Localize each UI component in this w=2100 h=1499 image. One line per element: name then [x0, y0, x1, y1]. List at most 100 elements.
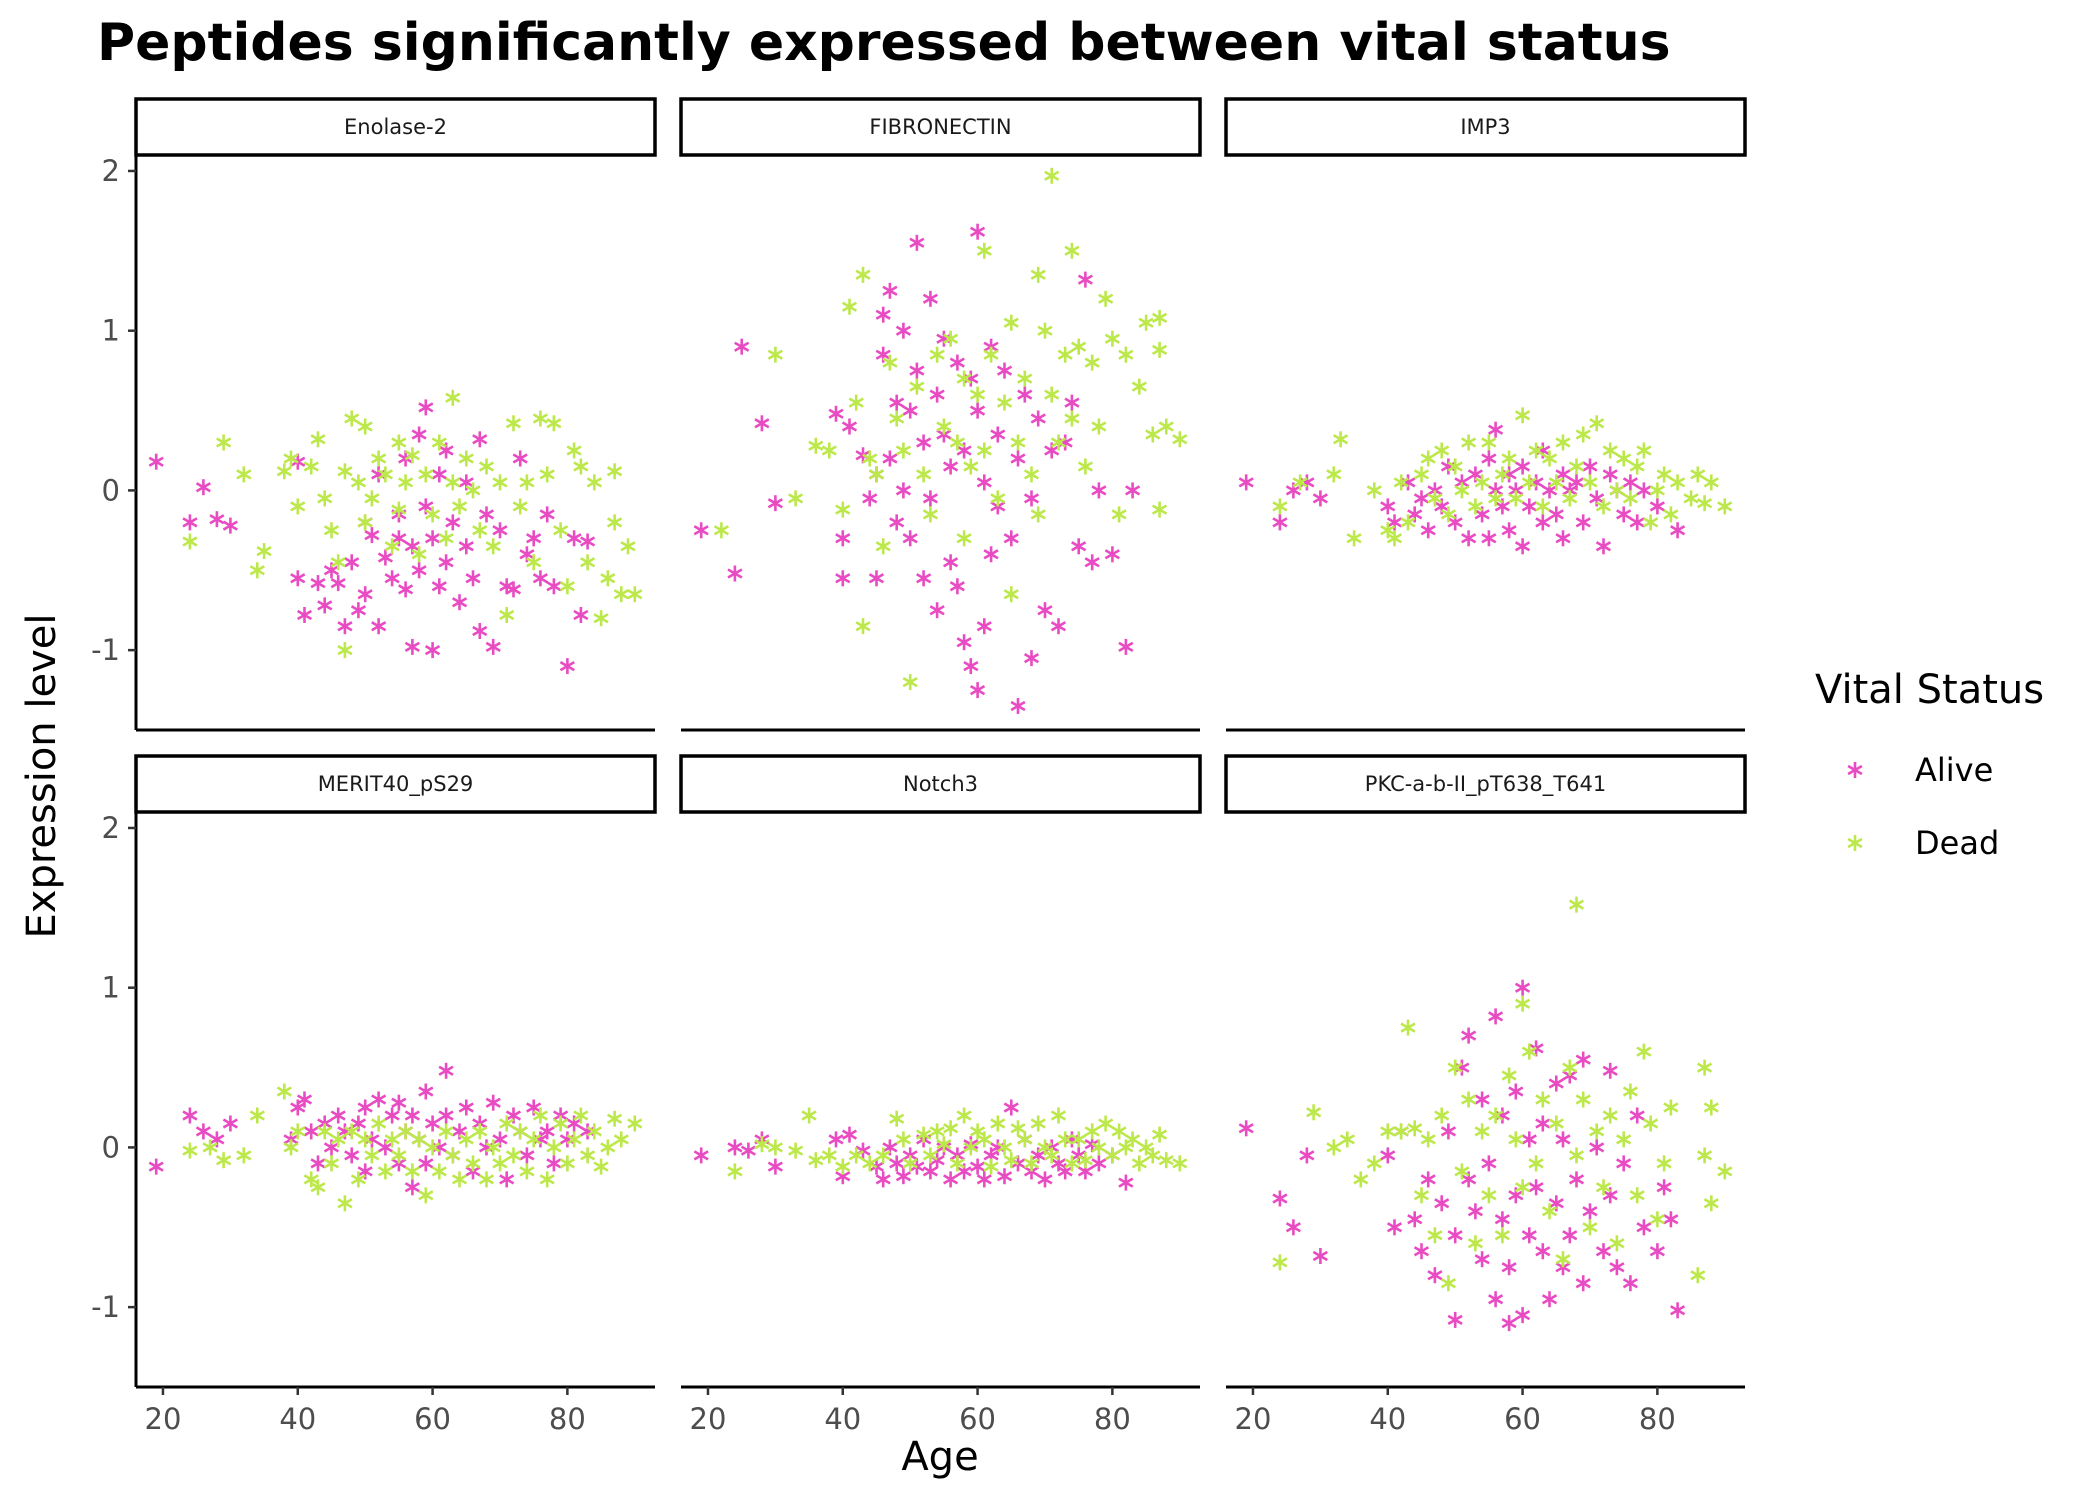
point-alive [512, 450, 528, 467]
point-dead [1050, 1107, 1067, 1124]
point-alive [1010, 450, 1026, 467]
point-dead [283, 450, 299, 467]
y-tick-label: 2 [102, 811, 120, 845]
panel-strip [1224, 97, 1747, 157]
point-dead [943, 330, 959, 347]
point-alive [404, 638, 420, 655]
point-alive [303, 1123, 319, 1140]
point-alive [391, 1094, 407, 1111]
point-dead [1690, 466, 1706, 483]
point-alive [754, 415, 770, 432]
point-dead [499, 607, 515, 623]
point-dead [1541, 450, 1558, 467]
x-tick-label: 60 [414, 1402, 451, 1436]
point-alive [431, 578, 447, 595]
point-dead [1528, 442, 1544, 459]
point-dead [949, 1155, 965, 1172]
point-alive [1272, 514, 1288, 531]
legend-title: Vital Status [1815, 667, 2044, 713]
point-alive [458, 1099, 474, 1116]
point-dead [1118, 346, 1134, 363]
point-alive [976, 474, 992, 491]
panel-enolase-2: Enolase-2 -1 0 1 2 [91, 97, 657, 732]
point-alive [969, 402, 986, 419]
point-dead [573, 1107, 589, 1124]
point-dead [1003, 1152, 1019, 1169]
y-tick-label: 0 [102, 473, 120, 507]
point-dead [976, 1131, 992, 1148]
point-dead [216, 1152, 232, 1169]
point-alive [1514, 979, 1531, 996]
point-alive [505, 581, 522, 598]
point-dead [1339, 1131, 1355, 1148]
point-alive [969, 682, 986, 699]
point-dead [546, 1139, 562, 1156]
point-alive [1386, 1219, 1403, 1236]
point-alive [478, 506, 495, 523]
point-alive [976, 618, 992, 635]
point-dead [1636, 442, 1652, 459]
point-dead [936, 418, 952, 435]
point-alive [1548, 1075, 1564, 1092]
point-dead [290, 498, 306, 515]
point-dead [458, 450, 474, 467]
point-dead [391, 434, 407, 451]
point-dead [418, 466, 434, 483]
point-alive [1447, 1311, 1463, 1328]
point-dead [963, 1139, 979, 1156]
point-alive [1656, 1179, 1672, 1196]
point-alive [1481, 530, 1497, 547]
point-dead [1023, 466, 1040, 483]
point-dead [1010, 434, 1026, 451]
point-alive [1118, 638, 1134, 655]
point-dead [754, 1136, 770, 1153]
point-dead [1125, 1131, 1141, 1148]
point-dead [1420, 450, 1436, 467]
point-alive [1622, 1275, 1638, 1292]
point-alive [1091, 482, 1107, 499]
point-dead [317, 1123, 333, 1140]
point-alive [1582, 458, 1598, 475]
point-alive [310, 575, 326, 592]
point-alive [1488, 1291, 1504, 1308]
point-dead [713, 522, 730, 539]
point-alive [451, 594, 468, 611]
point-alive [902, 402, 918, 419]
point-alive [996, 1168, 1013, 1185]
point-dead [344, 410, 360, 427]
point-dead [1044, 167, 1060, 184]
point-dead [1326, 1139, 1342, 1156]
point-alive [573, 607, 589, 623]
point-alive [889, 394, 905, 411]
point-dead [1616, 1131, 1632, 1148]
point-dead [1386, 530, 1403, 547]
panel-strip [1224, 754, 1747, 814]
point-alive [1514, 538, 1531, 555]
point-dead [1366, 482, 1382, 499]
point-dead [613, 1131, 629, 1148]
point-dead [1151, 309, 1168, 326]
point-dead [539, 466, 555, 483]
point-alive [310, 1155, 326, 1172]
point-alive [909, 362, 925, 379]
point-dead [1622, 1083, 1638, 1100]
point-dead [236, 466, 252, 483]
point-dead [1138, 314, 1154, 331]
y-tick-label: 1 [102, 971, 120, 1005]
point-dead [1017, 1131, 1033, 1148]
point-dead [1407, 1120, 1423, 1137]
point-dead [424, 1139, 441, 1156]
panel-strip-label: MERIT40_pS29 [318, 772, 474, 797]
point-dead [357, 1131, 373, 1148]
point-dead [526, 1131, 542, 1148]
point-dead [566, 442, 582, 459]
point-dead [1292, 474, 1308, 491]
point-dead [1071, 338, 1087, 355]
point-dead [249, 562, 265, 579]
point-dead [330, 554, 346, 571]
point-alive [371, 1091, 387, 1108]
point-dead [1508, 490, 1524, 507]
point-alive [922, 290, 938, 307]
point-dead [1582, 1219, 1598, 1236]
panel-strip-label: Enolase-2 [344, 115, 447, 139]
